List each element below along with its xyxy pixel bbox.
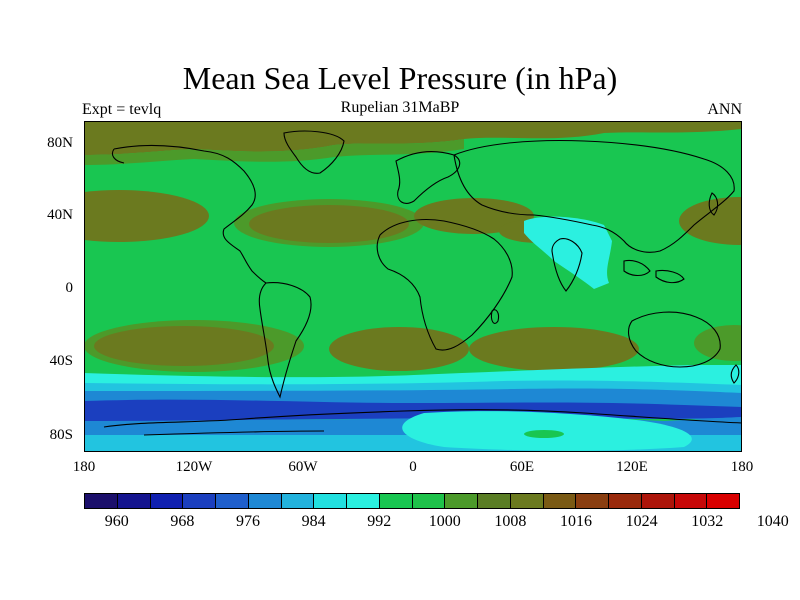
colorbar-label: 960 <box>104 513 129 530</box>
map-frame <box>84 121 742 452</box>
north-atlantic-high-core <box>249 205 409 243</box>
lat-label-40s: 40S <box>49 353 73 369</box>
colorbar-label: 992 <box>367 513 392 530</box>
colorbar-swatch <box>478 494 511 508</box>
colorbar-swatch <box>609 494 642 508</box>
monsoon-low-region <box>524 216 612 289</box>
colorbar-swatch <box>543 494 577 508</box>
map-title: Mean Sea Level Pressure (in hPa) <box>182 60 618 96</box>
colorbar-swatch <box>183 494 216 508</box>
lat-label-equator: 0 <box>65 280 74 296</box>
lon-label-60w: 60W <box>288 459 318 475</box>
colorbar-swatch <box>314 494 347 508</box>
colorbar-swatch <box>510 494 544 508</box>
colorbar-swatch <box>445 494 478 508</box>
colorbar-swatch <box>117 494 151 508</box>
colorbar-swatch <box>85 494 118 508</box>
lon-label-0: 0 <box>409 459 417 475</box>
colorbar-label: 968 <box>170 513 195 530</box>
lon-label-120e: 120E <box>616 459 648 475</box>
colorbar-swatch <box>216 494 249 508</box>
season-label: ANN <box>707 101 742 118</box>
colorbar-swatch <box>150 494 184 508</box>
colorbar-label: 984 <box>301 513 326 530</box>
north-pacific-high-west <box>84 190 209 242</box>
colorbar-label: 1040 <box>756 513 789 530</box>
pressure-map <box>84 121 742 452</box>
arctic-mid-band <box>84 139 464 165</box>
experiment-label: Expt = tevlq <box>82 101 162 118</box>
colorbar-swatch <box>674 494 708 508</box>
colorbar-label: 1016 <box>560 513 592 530</box>
lon-label-60e: 60E <box>509 459 535 475</box>
colorbar-swatch <box>248 494 282 508</box>
indian-ocean-high <box>469 327 639 371</box>
lat-label-80n: 80N <box>47 135 73 151</box>
coastlines <box>103 130 742 436</box>
arctic-high-region <box>84 121 742 155</box>
south-atlantic-high <box>329 327 469 371</box>
colorbar-swatch <box>641 494 675 508</box>
antarctic-high-patch <box>524 430 564 438</box>
colorbar-swatch <box>379 494 413 508</box>
colorbar-label: 1024 <box>625 513 658 530</box>
colorbar-swatch <box>347 494 380 508</box>
lon-label-120w: 120W <box>175 459 213 475</box>
colorbar-label: 1032 <box>691 513 724 530</box>
asia-high <box>414 198 534 234</box>
lat-label-80s: 80S <box>49 427 73 443</box>
north-pacific-high-east <box>679 197 742 245</box>
colorbar-label: 1000 <box>428 513 461 530</box>
colorbar-swatch <box>576 494 609 508</box>
lon-label-180e: 180 <box>730 459 754 475</box>
colorbar-label: 1008 <box>494 513 527 530</box>
colorbar-label: 976 <box>236 513 260 530</box>
map-subtitle: Rupelian 31MaBP <box>340 99 460 116</box>
colorbar-swatch <box>707 494 739 508</box>
pressure-colorbar <box>84 493 740 509</box>
lat-label-40n: 40N <box>47 207 73 223</box>
colorbar-swatch <box>412 494 446 508</box>
south-pacific-high-core <box>94 326 274 366</box>
colorbar-swatch <box>281 494 315 508</box>
lon-label-180w: 180 <box>72 459 96 475</box>
south-pacific-high-east <box>694 325 742 361</box>
